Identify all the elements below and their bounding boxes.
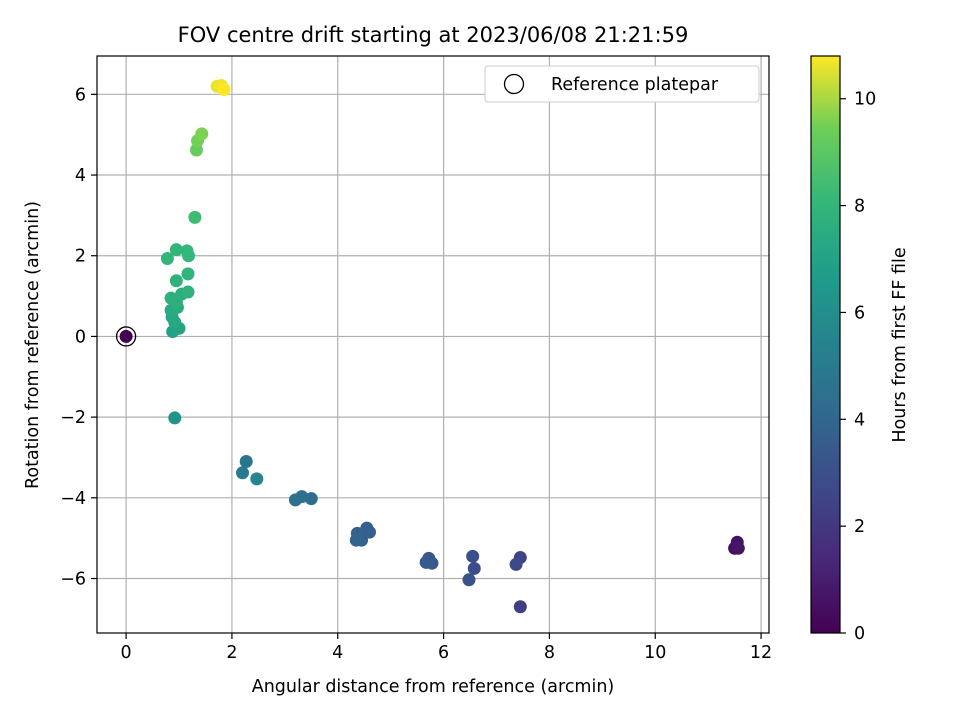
colorbar-tick-label: 8	[854, 197, 865, 217]
x-tick-label: 12	[750, 643, 772, 663]
y-tick-label: 2	[75, 247, 86, 267]
y-tick-label: 4	[75, 166, 86, 186]
y-axis-label: Rotation from reference (arcmin)	[23, 201, 43, 489]
colorbar-tick-label: 6	[854, 303, 865, 323]
scatter-point	[188, 210, 202, 224]
scatter-point	[462, 573, 476, 587]
y-tick-label: −2	[60, 408, 86, 428]
y-tick-label: −6	[60, 570, 86, 590]
scatter-point	[466, 549, 480, 563]
scatter-point	[509, 557, 523, 571]
legend-box	[484, 65, 760, 103]
scatter-point	[168, 315, 182, 329]
scatter-point	[119, 329, 133, 343]
x-axis-ticks: 0 2 4 6 8 10 12	[121, 633, 772, 663]
scatter-point	[169, 274, 183, 288]
scatter-point	[217, 82, 231, 96]
scatter-point	[236, 466, 250, 480]
x-tick-label: 0	[121, 643, 132, 663]
colorbar-ticks: 0 2 4 6 8 10	[840, 90, 876, 644]
scatter-point	[288, 493, 302, 507]
colorbar: 0 2 4 6 8 10 Hours from first FF file	[810, 55, 910, 644]
y-axis-ticks: −6 −4 −2 0 2 4 6	[60, 85, 97, 590]
y-tick-label: 6	[75, 85, 86, 105]
scatter-point	[195, 127, 209, 141]
x-tick-label: 4	[332, 643, 343, 663]
scatter-point	[181, 267, 195, 281]
scatter-point	[467, 561, 481, 575]
data-points	[119, 78, 745, 614]
scatter-point	[731, 541, 745, 555]
colorbar-tick-label: 10	[854, 90, 876, 110]
legend-marker	[503, 73, 525, 95]
colorbar-gradient	[810, 55, 841, 634]
scatter-point	[250, 472, 264, 486]
scatter-point	[239, 455, 253, 469]
x-tick-label: 8	[544, 643, 555, 663]
scatter-point	[169, 243, 183, 257]
x-tick-label: 10	[644, 643, 666, 663]
scatter-point	[164, 291, 178, 305]
scatter-point	[513, 600, 527, 614]
scatter-point	[363, 525, 377, 539]
colorbar-label: Hours from first FF file	[890, 247, 910, 442]
y-tick-label: 0	[75, 327, 86, 347]
legend: Reference platepar	[484, 65, 760, 103]
colorbar-tick-label: 4	[854, 410, 865, 430]
scatter-point	[349, 533, 363, 547]
x-tick-label: 2	[226, 643, 237, 663]
scatter-point	[160, 252, 174, 266]
y-tick-label: −4	[60, 489, 86, 509]
reference-platepar-marker	[115, 326, 137, 347]
colorbar-tick-label: 2	[854, 517, 865, 537]
scatter-point	[182, 249, 196, 263]
plot-frame	[96, 55, 770, 634]
scatter-point	[168, 411, 182, 425]
x-axis-label: Angular distance from reference (arcmin)	[252, 677, 615, 697]
scatter-point	[181, 285, 195, 299]
reference-platepar-layer	[115, 326, 137, 347]
legend-label: Reference platepar	[551, 75, 719, 95]
chart-title: FOV centre drift starting at 2023/06/08 …	[178, 23, 689, 47]
x-tick-label: 6	[438, 643, 449, 663]
colorbar-tick-label: 0	[854, 624, 865, 644]
scatter-point	[419, 555, 433, 569]
